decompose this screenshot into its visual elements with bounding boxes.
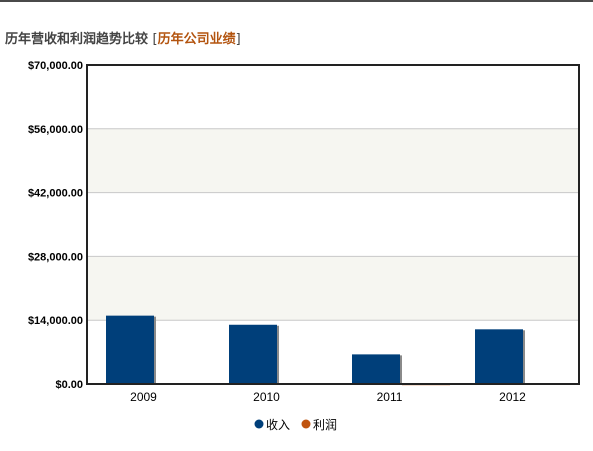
chart-heading: 历年营收和利润趋势比较 [历年公司业绩] — [5, 28, 241, 47]
legend-label-income[interactable]: 收入 — [266, 418, 290, 432]
bar-income-2009 — [106, 315, 154, 384]
chart-heading-title: 历年营收和利润趋势比较 — [5, 32, 149, 47]
top-border — [0, 0, 593, 2]
legend[interactable]: 收入 利润 — [254, 418, 338, 432]
bracket-open: [ — [152, 32, 158, 47]
legend-marker-profit — [301, 419, 311, 429]
y-tick-label: $0.00 — [55, 379, 83, 391]
plot-frame — [86, 64, 580, 385]
x-tick-label: 2009 — [130, 390, 157, 404]
x-tick-label: 2011 — [377, 390, 403, 404]
company-performance-link[interactable]: 历年公司业绩 — [157, 32, 236, 47]
y-tick-label: $14,000.00 — [28, 315, 83, 327]
x-tick-label: 2012 — [499, 390, 526, 404]
y-axis: $0.00 $14,000.00 $28,000.00 $42,000.00 $56,0… — [28, 60, 83, 391]
bar-income-2012 — [475, 329, 523, 384]
bar-income-2011 — [352, 354, 400, 384]
bars — [106, 315, 573, 386]
legend-label-profit[interactable]: 利润 — [313, 418, 337, 432]
background-bands — [87, 128, 579, 321]
y-tick-label: $42,000.00 — [28, 188, 83, 200]
x-tick-label: 2010 — [253, 390, 280, 404]
x-axis: 2009 2010 2011 2012 — [130, 390, 526, 404]
grid-band — [87, 256, 579, 321]
y-tick-label: $28,000.00 — [28, 251, 83, 263]
y-tick-label: $56,000.00 — [28, 124, 83, 136]
y-tick-label: $70,000.00 — [28, 60, 83, 72]
grid-band — [87, 128, 579, 193]
bar-income-2010 — [229, 324, 277, 384]
bracket-close: ] — [235, 32, 241, 47]
legend-marker-income — [254, 419, 264, 429]
